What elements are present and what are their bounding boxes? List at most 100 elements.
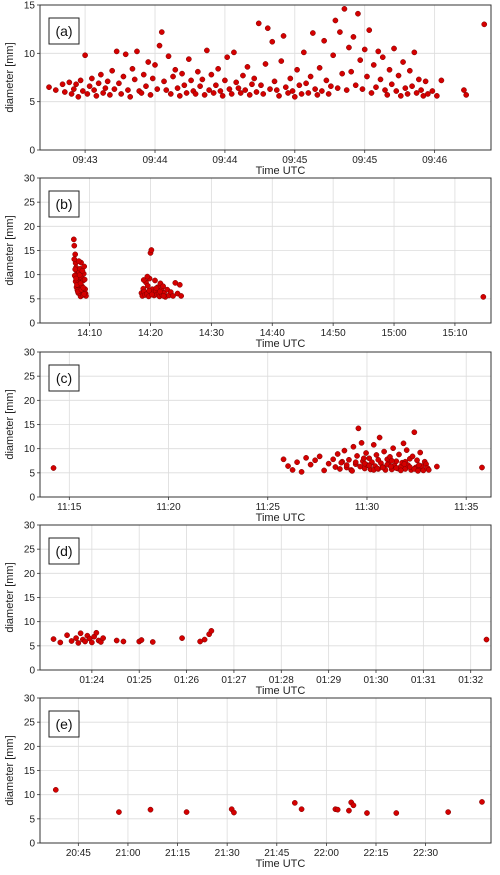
x-tick-label: 14:10 xyxy=(77,328,102,339)
data-point xyxy=(360,455,367,462)
data-point xyxy=(479,464,485,471)
data-point xyxy=(352,459,359,466)
data-point xyxy=(75,640,82,646)
data-point xyxy=(89,75,95,82)
data-point xyxy=(415,468,421,474)
data-point xyxy=(411,49,418,56)
x-tick-label: 01:28 xyxy=(269,675,294,686)
data-point xyxy=(183,90,190,96)
data-point xyxy=(258,82,264,89)
data-point xyxy=(438,77,445,84)
data-point xyxy=(273,87,280,93)
panel-label: (d) xyxy=(55,543,72,559)
data-point xyxy=(249,81,255,88)
y-tick-label: 0 xyxy=(29,666,35,677)
y-tick-label: 30 xyxy=(24,348,36,359)
data-point xyxy=(188,77,194,84)
data-point xyxy=(358,440,365,446)
x-axis-label: Time UTC xyxy=(256,685,306,697)
data-point xyxy=(242,87,249,93)
data-point xyxy=(72,266,79,273)
data-point xyxy=(235,85,242,91)
data-point xyxy=(303,455,309,461)
y-tick-label: 25 xyxy=(24,718,36,729)
data-point xyxy=(210,90,217,96)
data-point xyxy=(418,87,424,93)
data-point xyxy=(463,92,470,98)
y-tick-label: 5 xyxy=(29,814,35,825)
data-point xyxy=(312,457,318,464)
x-tick-label: 22:15 xyxy=(363,848,388,859)
x-tick-label: 20:45 xyxy=(66,848,91,859)
data-point xyxy=(276,93,282,99)
y-tick-label: 5 xyxy=(29,468,35,479)
data-point xyxy=(403,447,410,453)
data-point xyxy=(160,293,167,299)
data-point xyxy=(125,87,131,93)
data-point xyxy=(350,34,357,40)
data-point xyxy=(346,807,352,814)
data-point xyxy=(197,83,203,90)
data-point xyxy=(321,467,327,474)
data-point xyxy=(156,42,163,49)
x-tick-label: 11:15 xyxy=(57,502,82,513)
data-point xyxy=(107,92,113,98)
data-point xyxy=(73,275,79,282)
data-point xyxy=(109,67,116,74)
plot-border xyxy=(39,524,492,671)
data-point xyxy=(417,449,424,456)
data-point xyxy=(147,806,154,813)
data-point xyxy=(233,79,240,86)
data-point xyxy=(334,85,341,91)
x-axis-label: Time UTC xyxy=(256,858,306,870)
data-point xyxy=(77,630,84,637)
data-point xyxy=(231,809,237,816)
panel-label: (b) xyxy=(55,196,72,212)
x-tick-label: 01:30 xyxy=(363,675,388,686)
data-point xyxy=(68,638,75,644)
data-point xyxy=(75,93,82,100)
chart-panel: 0 5 10 15 20 25 30 14:10 14:20 14:30 14:40 14:50 15:… xyxy=(4,174,492,350)
data-point xyxy=(391,45,397,52)
x-tick-label: 14:20 xyxy=(138,328,163,339)
data-point xyxy=(140,71,147,78)
data-point xyxy=(81,276,88,283)
data-point xyxy=(183,809,190,815)
data-point xyxy=(406,67,413,74)
data-point xyxy=(170,73,176,80)
data-point xyxy=(337,466,343,472)
data-point xyxy=(93,93,100,99)
data-point xyxy=(375,456,382,463)
data-point xyxy=(355,10,361,17)
data-point xyxy=(148,291,155,298)
y-tick-label: 0 xyxy=(29,493,35,504)
data-point xyxy=(409,453,416,460)
y-tick-label: 5 xyxy=(29,641,35,652)
x-tick-label: 09:43 xyxy=(73,155,98,166)
data-point xyxy=(332,17,339,24)
data-point xyxy=(388,457,395,464)
x-axis-label: Time UTC xyxy=(256,512,306,524)
data-point xyxy=(404,91,411,97)
data-point xyxy=(341,447,348,454)
x-tick-label: 11:25 xyxy=(256,502,281,513)
data-point xyxy=(434,463,440,470)
data-point xyxy=(70,236,77,243)
x-tick-label: 11:30 xyxy=(355,502,380,513)
data-point xyxy=(425,91,431,97)
data-point xyxy=(204,47,210,54)
data-point xyxy=(348,68,355,75)
data-point xyxy=(300,49,307,56)
data-point xyxy=(429,88,436,94)
y-tick-label: 10 xyxy=(24,790,36,801)
data-point xyxy=(98,71,104,78)
x-tick-label: 11:35 xyxy=(454,502,479,513)
data-point xyxy=(280,456,287,463)
y-tick-label: 15 xyxy=(24,1,36,12)
data-point xyxy=(122,51,129,58)
data-point xyxy=(366,27,373,33)
data-point xyxy=(422,78,429,85)
data-point xyxy=(95,80,102,87)
data-point xyxy=(50,636,57,642)
